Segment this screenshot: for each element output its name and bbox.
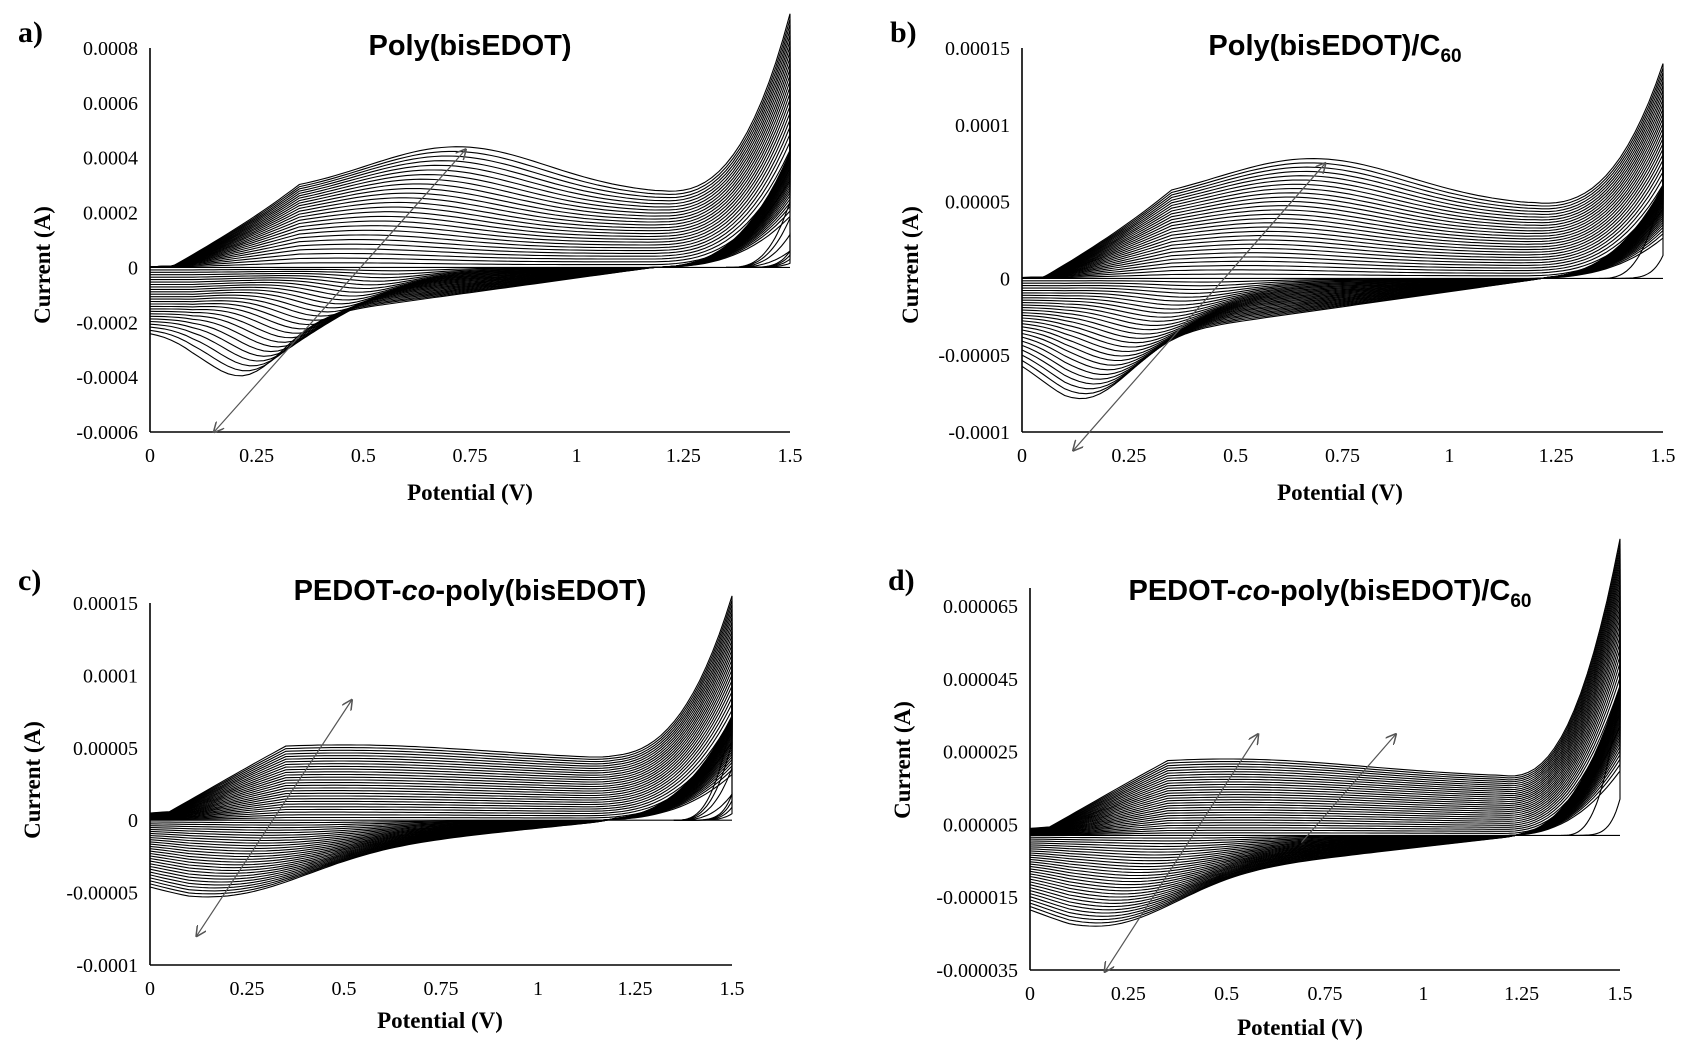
x-tick-label: 0.5: [1223, 445, 1248, 467]
y-tick-label: -0.0002: [76, 312, 138, 334]
cv-cycle-curve: [1029, 636, 1621, 871]
trend-arrow: [1073, 163, 1325, 450]
panel-label: a): [18, 16, 43, 49]
x-axis-title: Potential (V): [1277, 480, 1403, 505]
chart-title: PEDOT-co-poly(bisEDOT)/C60: [1129, 575, 1532, 612]
cv-cycle-curve: [149, 24, 791, 367]
panel-b: b) Poly(bisEDOT)/C60 Potential (V) Curre…: [890, 16, 1676, 505]
panel-label: c): [18, 564, 41, 597]
x-tick-label: 1.5: [720, 978, 745, 1000]
x-tick-label: 1.25: [666, 445, 701, 467]
cv-cycle-curve: [149, 685, 733, 844]
y-tick-label: 0.0006: [83, 93, 138, 115]
x-tick-label: 0.5: [351, 445, 376, 467]
y-tick-label: -0.0006: [76, 422, 138, 444]
y-tick-label: 0.000025: [943, 742, 1018, 764]
x-tick-label: 1: [572, 445, 582, 467]
x-tick-label: 1.5: [1651, 445, 1676, 467]
y-tick-label: 0.0004: [83, 148, 138, 170]
cv-cycle-curve: [1021, 67, 1664, 395]
y-tick-label: 0.000045: [943, 669, 1018, 691]
panel-label: d): [888, 564, 915, 597]
y-axis-title: Current (A): [20, 721, 45, 839]
trend-arrow: [197, 700, 352, 936]
x-tick-label: 0: [1025, 983, 1035, 1005]
trend-arrow: [214, 149, 466, 432]
panel-a: a) Poly(bisEDOT) Potential (V) Current (…: [18, 13, 803, 505]
cv-cycle-curve: [1029, 553, 1621, 917]
x-axis-title: Potential (V): [407, 480, 533, 505]
y-tick-label: -0.00005: [66, 883, 138, 905]
cv-cycle-curve: [149, 18, 791, 372]
x-tick-label: 0.5: [1214, 983, 1239, 1005]
x-tick-label: 0.25: [1111, 445, 1146, 467]
plot-area: 0 0.25 0.5 0.75 1 1.25 1.5 0.000065 0.000045 0.00…: [936, 538, 1633, 1005]
y-tick-label: 0.00005: [73, 738, 138, 760]
y-tick-label: -0.000035: [936, 960, 1018, 982]
chart-title: Poly(bisEDOT)/C60: [1208, 30, 1461, 67]
y-tick-label: 0.00015: [73, 593, 138, 615]
cv-cycle-curve: [149, 13, 791, 377]
x-tick-label: 1: [533, 978, 543, 1000]
x-tick-label: 1.25: [618, 978, 653, 1000]
trend-arrow: [1300, 734, 1395, 844]
x-tick-label: 1.5: [1608, 983, 1633, 1005]
x-tick-label: 1: [1444, 445, 1454, 467]
chart-title: PEDOT-co-poly(bisEDOT): [294, 575, 647, 607]
cv-cycle-curve: [149, 595, 733, 898]
y-tick-label: -0.000015: [936, 887, 1018, 909]
x-tick-label: 0.25: [1111, 983, 1146, 1005]
cv-cycle-curve: [149, 35, 791, 357]
y-tick-label: -0.0004: [76, 367, 138, 389]
plot-area: 0 0.25 0.5 0.75 1 1.25 1.5 0.00015 0.0001 0.00005…: [66, 593, 744, 1000]
y-tick-label: 0.0001: [955, 115, 1010, 137]
x-tick-label: 0.75: [1325, 445, 1360, 467]
y-tick-label: 0: [128, 810, 138, 832]
y-axis-title: Current (A): [898, 206, 923, 324]
x-axis-title: Potential (V): [1237, 1015, 1363, 1040]
chart-title: Poly(bisEDOT): [368, 30, 571, 62]
plot-area: 0 0.25 0.5 0.75 1 1.25 1.5 0.0008 0.0006 0.0004 0.…: [76, 13, 803, 467]
cv-cycle-curve: [149, 158, 791, 279]
panel-label: b): [890, 16, 917, 49]
cv-cycle-curve: [1029, 662, 1621, 859]
x-tick-label: 0: [145, 445, 155, 467]
y-tick-label: 0.0001: [83, 665, 138, 687]
x-tick-label: 0: [1017, 445, 1027, 467]
y-tick-label: 0: [128, 257, 138, 279]
x-tick-label: 0.25: [239, 445, 274, 467]
x-tick-label: 0.75: [424, 978, 459, 1000]
panel-c: c) PEDOT-co-poly(bisEDOT) Potential (V) …: [18, 564, 745, 1033]
x-axis-title: Potential (V): [377, 1008, 503, 1033]
cv-cycle-curve: [1029, 579, 1621, 901]
x-tick-label: 0.25: [230, 978, 265, 1000]
plot-area: 0 0.25 0.5 0.75 1 1.25 1.5 0.00015 0.0001 0.00005…: [938, 38, 1675, 467]
y-tick-label: 0.000065: [943, 596, 1018, 618]
x-tick-label: 1: [1418, 983, 1428, 1005]
y-axis-title: Current (A): [890, 701, 915, 819]
x-tick-label: 0.75: [453, 445, 488, 467]
y-tick-label: 0.00015: [945, 38, 1010, 60]
x-tick-label: 0.5: [332, 978, 357, 1000]
y-tick-label: -0.0001: [76, 955, 138, 977]
trend-arrow: [1105, 734, 1258, 972]
panel-d: d) PEDOT-co-poly(bisEDOT)/C60 Potential …: [888, 538, 1633, 1040]
x-tick-label: 1.25: [1539, 445, 1574, 467]
y-tick-label: -0.00005: [938, 345, 1010, 367]
x-tick-label: 1.25: [1504, 983, 1539, 1005]
x-tick-label: 0: [145, 978, 155, 1000]
x-tick-label: 1.5: [778, 445, 803, 467]
x-tick-label: 0.75: [1308, 983, 1343, 1005]
y-tick-label: 0.0002: [83, 203, 138, 225]
y-tick-label: -0.0001: [948, 422, 1010, 444]
y-tick-label: 0.000005: [943, 814, 1018, 836]
y-tick-label: 0.0008: [83, 38, 138, 60]
y-tick-label: 0.00005: [945, 192, 1010, 214]
y-tick-label: 0: [1000, 268, 1010, 290]
y-axis-title: Current (A): [30, 206, 55, 324]
